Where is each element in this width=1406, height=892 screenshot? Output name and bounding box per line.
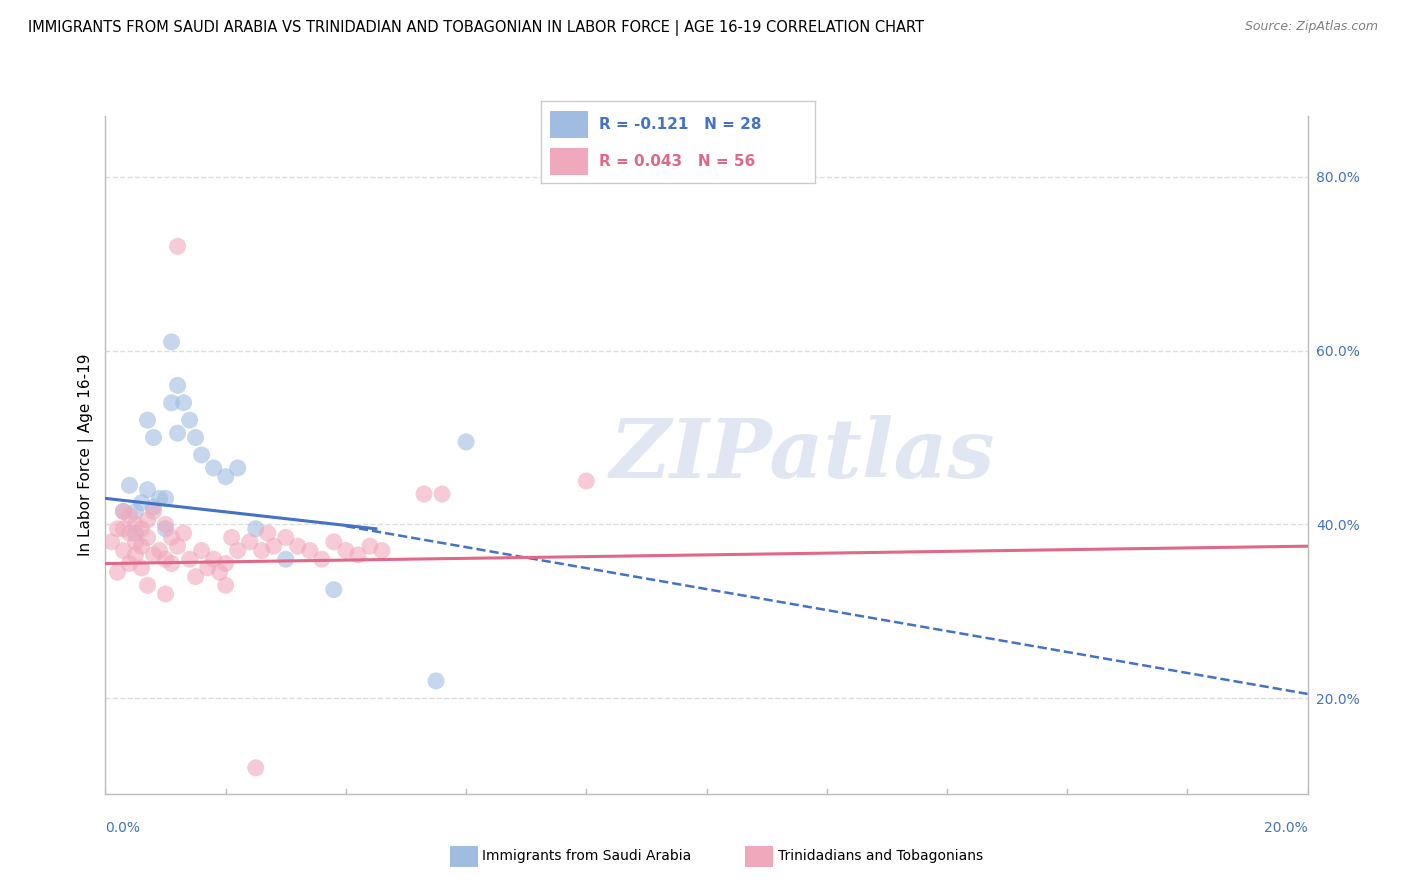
Text: Source: ZipAtlas.com: Source: ZipAtlas.com xyxy=(1244,20,1378,33)
Point xyxy=(155,522,177,536)
Point xyxy=(142,504,165,518)
Point xyxy=(131,561,153,575)
Point xyxy=(142,548,165,562)
Point xyxy=(124,548,146,562)
Point xyxy=(245,522,267,536)
Point xyxy=(124,504,146,518)
Point xyxy=(148,491,170,506)
Point xyxy=(124,534,146,549)
Point xyxy=(118,508,141,523)
Point xyxy=(347,548,370,562)
Point xyxy=(166,426,188,441)
Point xyxy=(190,543,212,558)
Point xyxy=(311,552,333,566)
Point xyxy=(160,557,183,571)
Point xyxy=(160,396,183,410)
Text: 20.0%: 20.0% xyxy=(1264,821,1308,835)
Point xyxy=(214,557,236,571)
Point xyxy=(274,552,297,566)
Point xyxy=(226,543,249,558)
Text: 0.0%: 0.0% xyxy=(105,821,141,835)
Point xyxy=(136,413,159,427)
Point xyxy=(155,552,177,566)
Bar xyxy=(550,112,588,137)
Point xyxy=(575,474,598,488)
Text: Immigrants from Saudi Arabia: Immigrants from Saudi Arabia xyxy=(482,849,692,863)
Point xyxy=(202,461,225,475)
Point xyxy=(179,413,201,427)
Point xyxy=(245,761,267,775)
Point xyxy=(160,531,183,545)
Point xyxy=(221,531,243,545)
Point xyxy=(166,378,188,392)
Bar xyxy=(550,148,588,175)
Point xyxy=(142,431,165,445)
Point xyxy=(112,522,135,536)
Point xyxy=(112,504,135,518)
Point xyxy=(287,539,309,553)
Point xyxy=(124,517,146,532)
Point xyxy=(136,513,159,527)
Point xyxy=(202,552,225,566)
Point xyxy=(322,534,344,549)
Point xyxy=(454,434,477,449)
Point xyxy=(197,561,219,575)
Text: ZIPatlas: ZIPatlas xyxy=(610,415,995,495)
Point xyxy=(359,539,381,553)
Point xyxy=(112,543,135,558)
Point xyxy=(160,334,183,349)
Point xyxy=(112,504,135,518)
Point xyxy=(107,566,129,580)
Point xyxy=(142,500,165,514)
Point xyxy=(118,526,141,541)
Point xyxy=(136,531,159,545)
Text: R = 0.043   N = 56: R = 0.043 N = 56 xyxy=(599,154,755,169)
Point xyxy=(155,491,177,506)
Point xyxy=(184,431,207,445)
Point xyxy=(184,569,207,583)
Point xyxy=(430,487,453,501)
Point xyxy=(131,496,153,510)
Point xyxy=(136,483,159,497)
Point xyxy=(166,239,188,253)
Point xyxy=(166,539,188,553)
Point xyxy=(100,534,122,549)
Point xyxy=(148,543,170,558)
Point xyxy=(179,552,201,566)
Point xyxy=(190,448,212,462)
Point xyxy=(208,566,231,580)
Point xyxy=(425,673,447,688)
Point xyxy=(214,469,236,483)
Text: R = -0.121   N = 28: R = -0.121 N = 28 xyxy=(599,117,762,132)
Point xyxy=(173,526,195,541)
Point xyxy=(136,578,159,592)
Point xyxy=(118,478,141,492)
Point xyxy=(250,543,273,558)
Point xyxy=(263,539,285,553)
Point xyxy=(298,543,321,558)
Point xyxy=(214,578,236,592)
Point xyxy=(118,557,141,571)
Text: Trinidadians and Tobagonians: Trinidadians and Tobagonians xyxy=(778,849,983,863)
Point xyxy=(226,461,249,475)
Point xyxy=(155,517,177,532)
Point xyxy=(173,396,195,410)
Point xyxy=(131,539,153,553)
Point xyxy=(107,522,129,536)
Point xyxy=(335,543,357,558)
Point xyxy=(239,534,262,549)
Point xyxy=(413,487,436,501)
Point xyxy=(322,582,344,597)
Point xyxy=(371,543,394,558)
Y-axis label: In Labor Force | Age 16-19: In Labor Force | Age 16-19 xyxy=(79,353,94,557)
Point xyxy=(131,522,153,536)
Point xyxy=(155,587,177,601)
Point xyxy=(274,531,297,545)
Point xyxy=(124,526,146,541)
Point xyxy=(256,526,278,541)
Text: IMMIGRANTS FROM SAUDI ARABIA VS TRINIDADIAN AND TOBAGONIAN IN LABOR FORCE | AGE : IMMIGRANTS FROM SAUDI ARABIA VS TRINIDAD… xyxy=(28,20,924,36)
